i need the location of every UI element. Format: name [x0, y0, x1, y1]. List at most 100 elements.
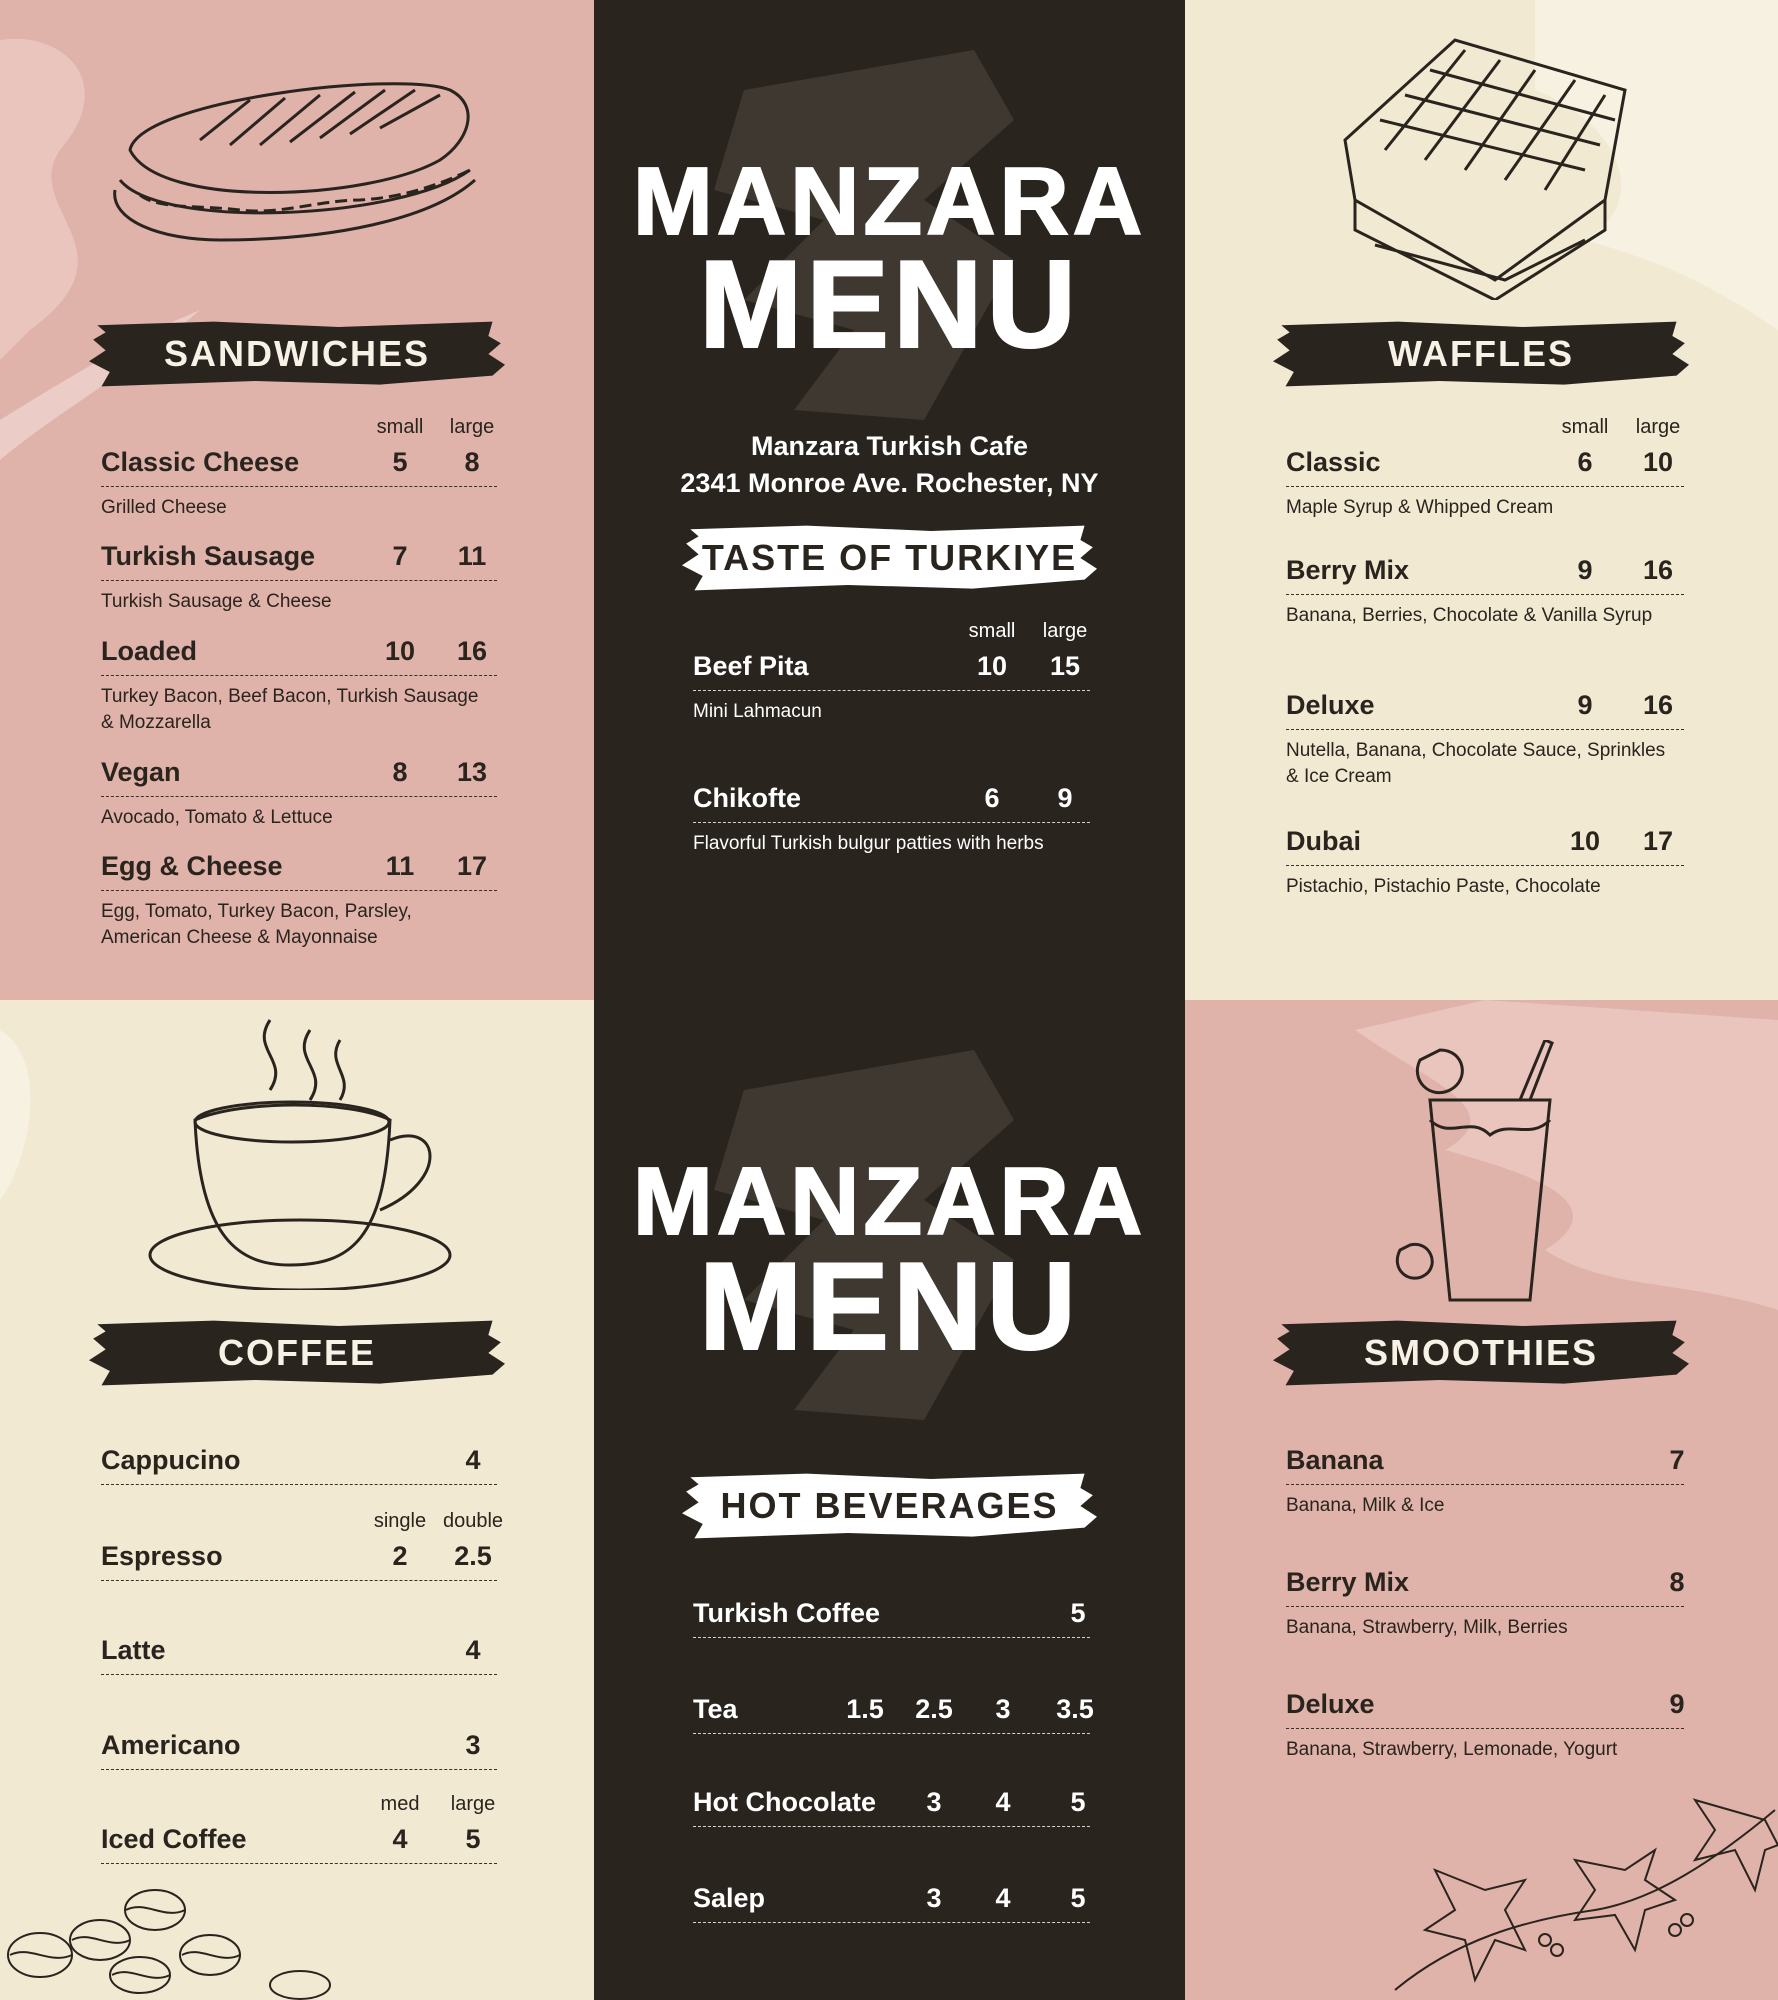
coffee-panel — [0, 1000, 594, 2000]
menu-item-name: Espresso — [101, 1541, 223, 1571]
dashed-divider — [101, 580, 497, 581]
smoothies-title: SMOOTHIES — [1363, 1332, 1599, 1373]
dashed-divider — [1286, 865, 1684, 866]
dashed-divider — [1286, 1606, 1684, 1607]
dashed-divider — [693, 1637, 1090, 1638]
dashed-divider — [101, 675, 497, 676]
menu-item-name: Chikofte — [693, 783, 801, 813]
dashed-divider — [101, 1769, 497, 1770]
menu-item-name: Egg & Cheese — [101, 851, 283, 881]
menu-item-price: 9 — [1577, 690, 1593, 720]
menu-item-price: 10 — [1642, 447, 1674, 477]
size-label: small — [376, 416, 424, 438]
menu-item-price: 4 — [995, 1787, 1011, 1817]
size-label: large — [1635, 416, 1681, 438]
size-label: small — [968, 620, 1016, 642]
menu-title-line2: MENU — [698, 236, 1081, 374]
menu-item-price: 6 — [1577, 447, 1593, 477]
menu-title-line1-repeat: MANZARA — [632, 1148, 1147, 1255]
dashed-divider — [693, 1733, 1090, 1734]
menu-item-name: Loaded — [101, 636, 198, 666]
waffles-panel — [1185, 0, 1778, 1000]
hot_beverages-header-banner: HOT BEVERAGES — [682, 1470, 1097, 1542]
menu-item-price: 3 — [926, 1883, 942, 1913]
dashed-divider — [101, 1674, 497, 1675]
menu-item-name: Latte — [101, 1635, 166, 1665]
size-label: single — [373, 1510, 427, 1532]
dashed-divider — [101, 1484, 497, 1485]
menu-item-price: 4 — [465, 1635, 481, 1665]
menu-item-price: 16 — [1642, 555, 1674, 585]
menu-item-name: Turkish Sausage — [101, 541, 316, 571]
menu-item-price: 3 — [995, 1694, 1011, 1724]
menu-item-description: Banana, Strawberry, Milk, Berries — [1286, 1617, 1568, 1638]
menu-item-price: 3 — [926, 1787, 942, 1817]
menu-item-price: 3 — [465, 1730, 481, 1760]
menu-item-price: 6 — [984, 783, 1000, 813]
menu-item-description: Nutella, Banana, Chocolate Sauce, Sprink… — [1286, 740, 1666, 787]
dashed-divider — [101, 796, 497, 797]
taste_of_turkiye-header-banner: TASTE OF TURKIYE — [682, 522, 1097, 594]
size-label: large — [449, 416, 495, 438]
menu-item-price: 2.5 — [915, 1694, 953, 1724]
menu-item-price: 15 — [1049, 651, 1081, 681]
hot_beverages-title: HOT BEVERAGES — [720, 1485, 1059, 1526]
menu-item-price: 7 — [1669, 1445, 1685, 1475]
menu-item-description: Banana, Berries, Chocolate & Vanilla Syr… — [1286, 605, 1653, 626]
menu-item-description: Turkish Sausage & Cheese — [101, 591, 332, 612]
menu-item-name: Cappucino — [101, 1445, 241, 1475]
menu-item-price: 8 — [464, 447, 480, 477]
menu-item-price: 1.5 — [846, 1694, 884, 1724]
waffle-icon — [1343, 38, 1627, 300]
dashed-divider — [101, 1863, 497, 1864]
menu-item-price: 16 — [1642, 690, 1674, 720]
menu-item-price: 5 — [392, 447, 408, 477]
menu-item-description: Turkey Bacon, Beef Bacon, Turkish Sausag… — [101, 686, 479, 733]
dashed-divider — [101, 486, 497, 487]
size-label: large — [1042, 620, 1088, 642]
menu-item-name: Classic Cheese — [101, 447, 300, 477]
menu-item-name: Deluxe — [1286, 690, 1375, 720]
cafe-name: Manzara Turkish Cafe — [750, 431, 1029, 461]
menu-item-price: 5 — [1070, 1787, 1086, 1817]
dashed-divider — [1286, 1728, 1684, 1729]
coffee-title: COFFEE — [217, 1332, 376, 1373]
dashed-divider — [1286, 729, 1684, 730]
menu-item-price: 10 — [1569, 826, 1601, 856]
menu-item-price: 17 — [456, 851, 488, 881]
menu-item-price: 10 — [384, 636, 416, 666]
menu-item-price: 5 — [465, 1824, 481, 1854]
menu-item-description: Pistachio, Pistachio Paste, Chocolate — [1286, 876, 1601, 897]
menu-item-price: 9 — [1057, 783, 1073, 813]
menu-item-price: 17 — [1642, 826, 1674, 856]
dashed-divider — [101, 1580, 497, 1581]
size-label: large — [450, 1793, 496, 1815]
menu-item-name: Turkish Coffee — [693, 1598, 881, 1628]
menu-item-name: Banana — [1286, 1445, 1384, 1475]
size-label: med — [380, 1793, 420, 1815]
size-label: double — [442, 1510, 504, 1532]
waffles-header-banner: WAFFLES — [1273, 318, 1689, 390]
menu-item-description: Banana, Milk & Ice — [1286, 1495, 1445, 1516]
coffee-cup-icon — [148, 1019, 452, 1290]
dashed-divider — [1286, 594, 1684, 595]
menu-item-price: 16 — [456, 636, 488, 666]
menu-item-name: Berry Mix — [1286, 555, 1410, 585]
smoothie-glass-icon — [1395, 1040, 1554, 1302]
menu-item-name: Vegan — [101, 757, 181, 787]
menu-item-price: 9 — [1669, 1689, 1685, 1719]
cafe-address: 2341 Monroe Ave. Rochester, NY — [680, 468, 1099, 498]
menu-item-price: 8 — [1669, 1567, 1685, 1597]
sandwich-icon — [113, 82, 476, 242]
menu-item-name: Iced Coffee — [101, 1824, 247, 1854]
menu-item-name: Deluxe — [1286, 1689, 1375, 1719]
menu-item-price: 4 — [995, 1883, 1011, 1913]
menu-item-price: 13 — [456, 757, 488, 787]
dashed-divider — [693, 1826, 1090, 1827]
menu-title-line2-repeat: MENU — [698, 1238, 1081, 1376]
menu-item-name: Americano — [101, 1730, 241, 1760]
menu-item-description: Grilled Cheese — [101, 497, 227, 518]
brush-stroke-decoration — [0, 1030, 31, 1200]
smoothies-header-banner: SMOOTHIES — [1273, 1317, 1689, 1389]
menu-item-price: 10 — [976, 651, 1008, 681]
